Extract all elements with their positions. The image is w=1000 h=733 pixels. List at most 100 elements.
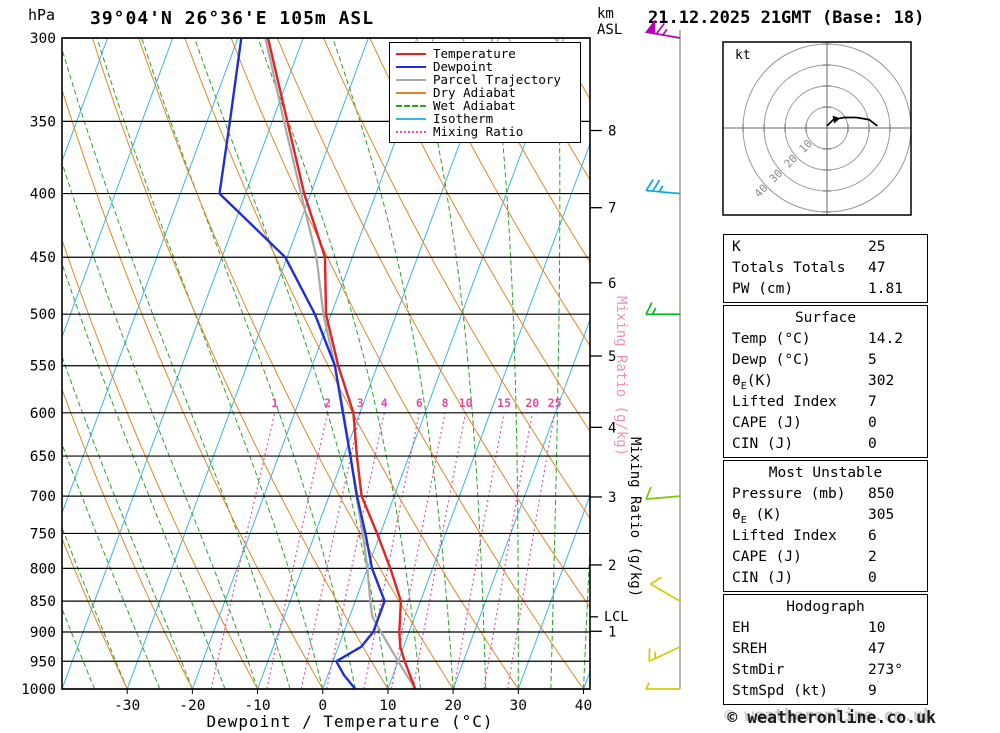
index-label: CAPE (J) [732,415,802,431]
hodograph-unit-label: kt [735,48,751,63]
svg-text:10: 10 [379,698,396,714]
mixing-ratio-labels: 1 2 3 4 6 8 10 15 20 25 [271,396,561,410]
mixing-ratio-lines [210,412,556,689]
index-value: 47 [868,260,886,276]
svg-text:20: 20 [444,698,461,714]
index-value: 273° [868,662,903,678]
index-label: Dewp (°C) [732,352,811,368]
legend-label: Dry Adiabat [433,85,516,100]
index-row: θE(K) 302 [732,371,919,392]
plot-border [61,37,591,690]
indices-section: Hodograph EH 10 SREH 47 StmDir 273° StmSpd (kt)… [723,594,928,705]
indices-section: Most Unstable Pressure (mb) 850 θE (K) 305 Li… [723,460,928,592]
legend-label: Temperature [433,46,516,61]
svg-text:850: 850 [30,594,56,610]
legend-label: Parcel Trajectory [433,72,561,87]
section-header: Surface [794,310,857,326]
svg-text:2: 2 [608,558,616,574]
pressure-axis-unit: hPa [28,6,56,24]
index-row: SREH 47 [732,639,919,660]
index-row: Temp (°C) 14.2 [732,329,919,350]
svg-text:600: 600 [30,406,56,422]
legend-line-sample [396,130,426,133]
svg-text:-10: -10 [244,698,270,714]
index-label: CIN (J) [732,570,794,586]
x-axis-caption: Dewpoint / Temperature (°C) [206,712,494,731]
svg-text:30: 30 [510,698,527,714]
km-axis-asl: ASL [597,22,623,38]
index-value: 14.2 [868,331,903,347]
index-value: 0 [868,570,877,586]
svg-text:3: 3 [357,396,364,410]
legend-line-sample [396,117,426,120]
svg-text:350: 350 [30,114,56,130]
svg-text:1000: 1000 [21,682,56,698]
svg-text:5: 5 [608,349,616,365]
legend-item: Dry Adiabat [396,86,574,99]
wind-barb [645,19,681,39]
index-row: StmSpd (kt) 9 [732,681,919,702]
svg-text:1: 1 [608,624,616,640]
index-label: EH [732,620,750,636]
svg-text:8: 8 [442,396,449,410]
hodograph-trace [826,116,878,127]
section-header: Most Unstable [768,465,883,481]
indices-panel: K 25 Totals Totals 47 PW (cm) 1.81 Surface Temp… [723,234,928,707]
index-row: Totals Totals 47 [732,258,919,279]
index-label: SREH [732,641,767,657]
index-label: θE(K) [732,373,773,392]
index-row: K 25 [732,237,919,258]
svg-text:800: 800 [30,561,56,577]
index-label: θE (K) [732,507,782,526]
svg-text:-30: -30 [114,698,140,714]
legend-label: Mixing Ratio [433,124,524,139]
index-value: 25 [868,239,886,255]
svg-text:6: 6 [608,276,616,292]
wind-barb [645,302,680,316]
index-label: K [732,239,741,255]
page-title: 39°04'N 26°36'E 105m ASL [90,8,375,29]
index-value: 6 [868,528,877,544]
km-axis-ticks: 1 2 3 4 5 6 7 8 [590,124,616,640]
svg-text:950: 950 [30,654,56,670]
index-row: StmDir 273° [732,660,919,681]
datetime-label: 21.12.2025 21GMT (Base: 18) [648,8,925,28]
index-row: CAPE (J) 0 [732,413,919,434]
hodograph-arrow [832,115,841,124]
chart-legend: Temperature Dewpoint Parcel Trajectory Dry … [389,42,581,143]
legend-label: Wet Adiabat [433,98,516,113]
svg-text:8: 8 [608,124,616,140]
wind-barb [650,576,681,602]
legend-line-sample [396,65,426,68]
index-label: Temp (°C) [732,331,811,347]
legend-item: Wet Adiabat [396,99,574,112]
index-row: θE (K) 305 [732,505,919,526]
legend-label: Isotherm [433,111,494,126]
svg-text:2: 2 [324,396,331,410]
indices-section: Surface Temp (°C) 14.2 Dewp (°C) 5 θE(K) 302 Li… [723,305,928,458]
svg-text:25: 25 [548,396,562,410]
hodograph-border [722,41,912,216]
pressure-tick-labels: 300 350 400 450 500 550 600 650 700 750 800 850 900 9… [21,31,56,698]
index-label: Pressure (mb) [732,486,846,502]
index-value: 10 [868,620,886,636]
index-value: 47 [868,641,886,657]
index-value: 0 [868,436,877,452]
legend-line-sample [396,91,426,94]
index-row: PW (cm) 1.81 [732,279,919,300]
km-axis-unit: km [597,6,614,22]
legend-line-sample [396,104,426,107]
mixing-ratio-axis-label: Mixing Ratio (g/kg) [627,437,643,598]
svg-text:-20: -20 [179,698,205,714]
wind-barb [645,179,681,195]
copyright: © weatheronline.co.uk [727,708,936,727]
index-row: Dewp (°C) 5 [732,350,919,371]
index-row: CAPE (J) 2 [732,547,919,568]
section-header: Hodograph [786,599,865,615]
svg-text:1: 1 [271,396,278,410]
index-value: 302 [868,373,895,389]
legend-item: Temperature [396,47,574,60]
legend-item: Isotherm [396,112,574,125]
isotherm-lines [62,38,590,689]
